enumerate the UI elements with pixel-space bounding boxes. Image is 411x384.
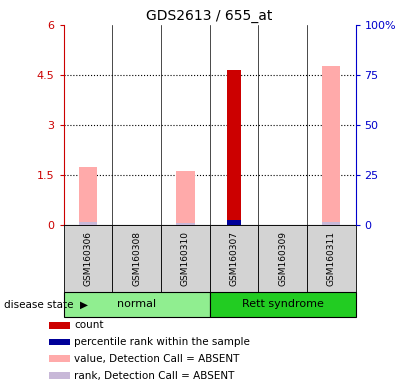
Bar bbox=[227, 70, 241, 225]
Bar bbox=[322, 66, 340, 225]
Text: GSM160310: GSM160310 bbox=[181, 231, 190, 286]
Text: Rett syndrome: Rett syndrome bbox=[242, 299, 323, 310]
Bar bbox=[64, 225, 112, 292]
Text: GSM160311: GSM160311 bbox=[327, 231, 336, 286]
Text: percentile rank within the sample: percentile rank within the sample bbox=[74, 337, 250, 347]
Bar bbox=[161, 225, 210, 292]
Bar bbox=[322, 222, 340, 225]
Text: GSM160307: GSM160307 bbox=[229, 231, 238, 286]
Text: GSM160306: GSM160306 bbox=[83, 231, 92, 286]
Bar bbox=[227, 220, 241, 225]
Bar bbox=[176, 171, 194, 225]
Bar bbox=[79, 222, 97, 225]
Text: value, Detection Call = ABSENT: value, Detection Call = ABSENT bbox=[74, 354, 239, 364]
Text: GSM160309: GSM160309 bbox=[278, 231, 287, 286]
Title: GDS2613 / 655_at: GDS2613 / 655_at bbox=[146, 8, 273, 23]
Text: disease state  ▶: disease state ▶ bbox=[4, 299, 88, 310]
Bar bbox=[210, 292, 356, 317]
Bar bbox=[49, 339, 70, 345]
Text: rank, Detection Call = ABSENT: rank, Detection Call = ABSENT bbox=[74, 371, 234, 381]
Text: GSM160308: GSM160308 bbox=[132, 231, 141, 286]
Bar bbox=[176, 223, 194, 225]
Bar bbox=[258, 225, 307, 292]
Text: normal: normal bbox=[117, 299, 156, 310]
Bar bbox=[79, 167, 97, 225]
Bar bbox=[49, 356, 70, 362]
Bar bbox=[64, 292, 210, 317]
Bar bbox=[210, 225, 258, 292]
Bar bbox=[49, 322, 70, 329]
Text: count: count bbox=[74, 320, 104, 330]
Bar bbox=[112, 225, 161, 292]
Bar bbox=[49, 372, 70, 379]
Bar bbox=[307, 225, 356, 292]
